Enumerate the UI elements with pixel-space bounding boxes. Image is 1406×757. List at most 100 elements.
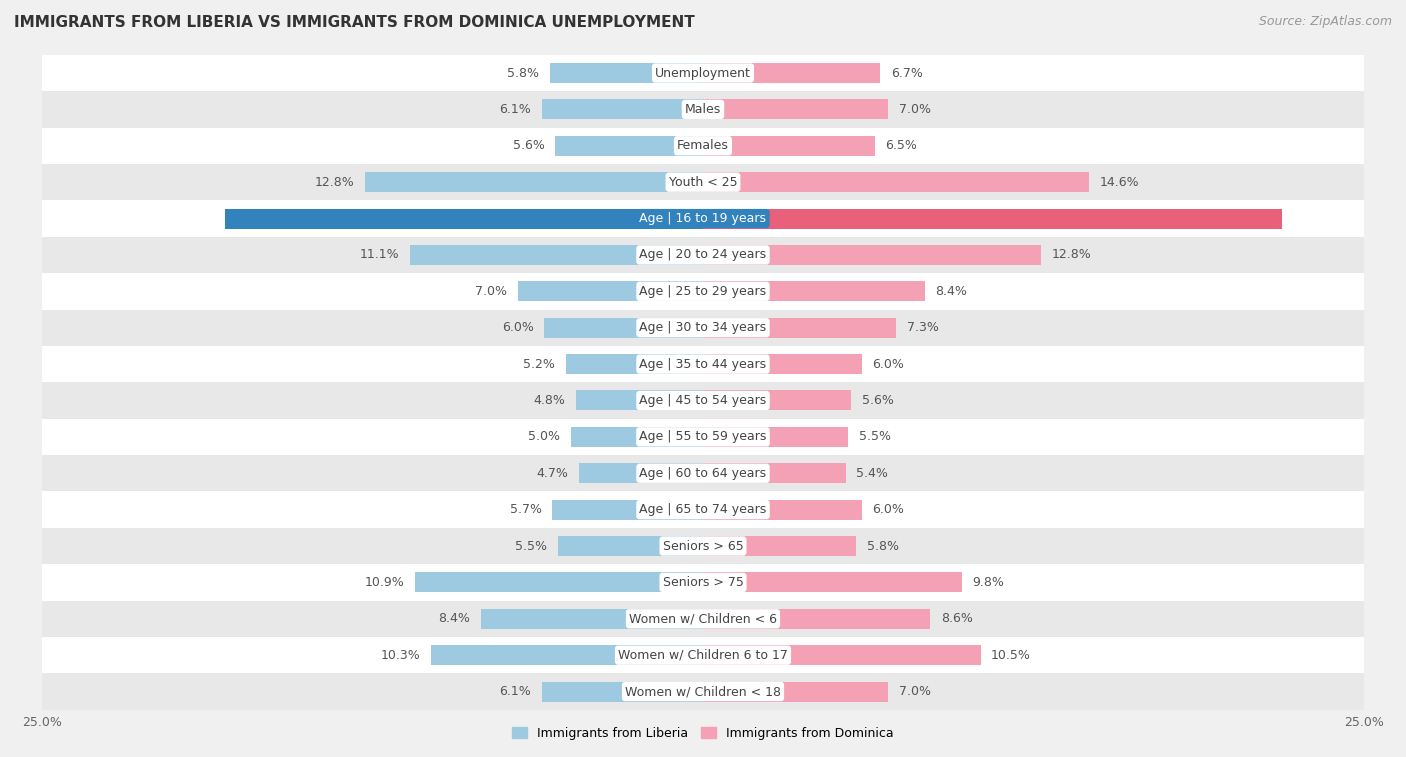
Text: 6.1%: 6.1% — [499, 685, 531, 698]
Text: Seniors > 65: Seniors > 65 — [662, 540, 744, 553]
Bar — [42, 491, 1364, 528]
Text: Age | 55 to 59 years: Age | 55 to 59 years — [640, 431, 766, 444]
Text: 12.8%: 12.8% — [1052, 248, 1091, 261]
Text: 7.0%: 7.0% — [475, 285, 508, 298]
Bar — [42, 237, 1364, 273]
Bar — [703, 536, 856, 556]
Bar — [225, 208, 703, 229]
Bar — [703, 99, 889, 120]
Text: 6.0%: 6.0% — [502, 321, 534, 334]
Text: 5.5%: 5.5% — [859, 431, 891, 444]
Text: 11.1%: 11.1% — [360, 248, 399, 261]
Bar — [481, 609, 703, 629]
Text: Age | 20 to 24 years: Age | 20 to 24 years — [640, 248, 766, 261]
Text: 5.2%: 5.2% — [523, 357, 555, 371]
Text: Age | 35 to 44 years: Age | 35 to 44 years — [640, 357, 766, 371]
Bar — [703, 609, 931, 629]
Text: 4.7%: 4.7% — [536, 467, 568, 480]
Bar — [541, 99, 703, 120]
Bar — [42, 128, 1364, 164]
Text: 6.0%: 6.0% — [872, 357, 904, 371]
Bar — [409, 245, 703, 265]
Bar — [42, 346, 1364, 382]
Bar — [703, 645, 980, 665]
Bar — [565, 354, 703, 374]
Text: 5.8%: 5.8% — [508, 67, 538, 79]
Bar — [42, 201, 1364, 237]
Text: 5.6%: 5.6% — [513, 139, 544, 152]
Bar — [553, 500, 703, 519]
Bar — [703, 391, 851, 410]
Bar — [364, 172, 703, 192]
Bar — [42, 91, 1364, 128]
Bar — [42, 164, 1364, 201]
Text: 10.5%: 10.5% — [991, 649, 1031, 662]
Bar — [571, 427, 703, 447]
Text: 8.4%: 8.4% — [935, 285, 967, 298]
Bar — [703, 354, 862, 374]
Text: 5.0%: 5.0% — [529, 431, 560, 444]
Bar — [576, 391, 703, 410]
Bar — [703, 208, 1282, 229]
Text: 21.9%: 21.9% — [1292, 212, 1331, 225]
Bar — [703, 245, 1042, 265]
Text: Age | 45 to 54 years: Age | 45 to 54 years — [640, 394, 766, 407]
Bar — [42, 564, 1364, 600]
Bar — [703, 318, 896, 338]
Bar — [579, 463, 703, 483]
Bar — [558, 536, 703, 556]
Bar — [544, 318, 703, 338]
Bar — [703, 681, 889, 702]
Text: 8.6%: 8.6% — [941, 612, 973, 625]
Text: Age | 16 to 19 years: Age | 16 to 19 years — [640, 212, 766, 225]
Legend: Immigrants from Liberia, Immigrants from Dominica: Immigrants from Liberia, Immigrants from… — [508, 722, 898, 745]
Bar — [42, 55, 1364, 91]
Text: 10.3%: 10.3% — [381, 649, 420, 662]
Text: 18.1%: 18.1% — [174, 212, 214, 225]
Text: Males: Males — [685, 103, 721, 116]
Bar — [415, 572, 703, 593]
Bar — [42, 600, 1364, 637]
Text: 5.7%: 5.7% — [510, 503, 541, 516]
Text: 7.0%: 7.0% — [898, 685, 931, 698]
Text: 6.7%: 6.7% — [890, 67, 922, 79]
Text: IMMIGRANTS FROM LIBERIA VS IMMIGRANTS FROM DOMINICA UNEMPLOYMENT: IMMIGRANTS FROM LIBERIA VS IMMIGRANTS FR… — [14, 15, 695, 30]
Bar — [517, 282, 703, 301]
Bar — [703, 500, 862, 519]
Bar — [703, 136, 875, 156]
Bar — [42, 674, 1364, 710]
Bar — [42, 310, 1364, 346]
Text: 5.8%: 5.8% — [868, 540, 898, 553]
Text: Unemployment: Unemployment — [655, 67, 751, 79]
Text: Source: ZipAtlas.com: Source: ZipAtlas.com — [1258, 15, 1392, 28]
Bar — [42, 455, 1364, 491]
Bar — [430, 645, 703, 665]
Text: Age | 65 to 74 years: Age | 65 to 74 years — [640, 503, 766, 516]
Bar — [555, 136, 703, 156]
Text: 5.4%: 5.4% — [856, 467, 889, 480]
Text: 9.8%: 9.8% — [973, 576, 1004, 589]
Text: 6.1%: 6.1% — [499, 103, 531, 116]
Text: 5.6%: 5.6% — [862, 394, 893, 407]
Text: 14.6%: 14.6% — [1099, 176, 1139, 188]
Text: 6.5%: 6.5% — [886, 139, 917, 152]
Text: 12.8%: 12.8% — [315, 176, 354, 188]
Text: 7.3%: 7.3% — [907, 321, 938, 334]
Text: Age | 30 to 34 years: Age | 30 to 34 years — [640, 321, 766, 334]
Text: Females: Females — [678, 139, 728, 152]
Bar — [703, 572, 962, 593]
Bar — [703, 427, 848, 447]
Text: 5.5%: 5.5% — [515, 540, 547, 553]
Text: Age | 25 to 29 years: Age | 25 to 29 years — [640, 285, 766, 298]
Bar — [42, 273, 1364, 310]
Text: Age | 60 to 64 years: Age | 60 to 64 years — [640, 467, 766, 480]
Text: Women w/ Children < 6: Women w/ Children < 6 — [628, 612, 778, 625]
Text: 8.4%: 8.4% — [439, 612, 471, 625]
Text: 6.0%: 6.0% — [872, 503, 904, 516]
Text: Women w/ Children < 18: Women w/ Children < 18 — [626, 685, 780, 698]
Text: Youth < 25: Youth < 25 — [669, 176, 737, 188]
Text: 10.9%: 10.9% — [364, 576, 405, 589]
Bar — [42, 382, 1364, 419]
Bar — [550, 63, 703, 83]
Bar — [42, 419, 1364, 455]
